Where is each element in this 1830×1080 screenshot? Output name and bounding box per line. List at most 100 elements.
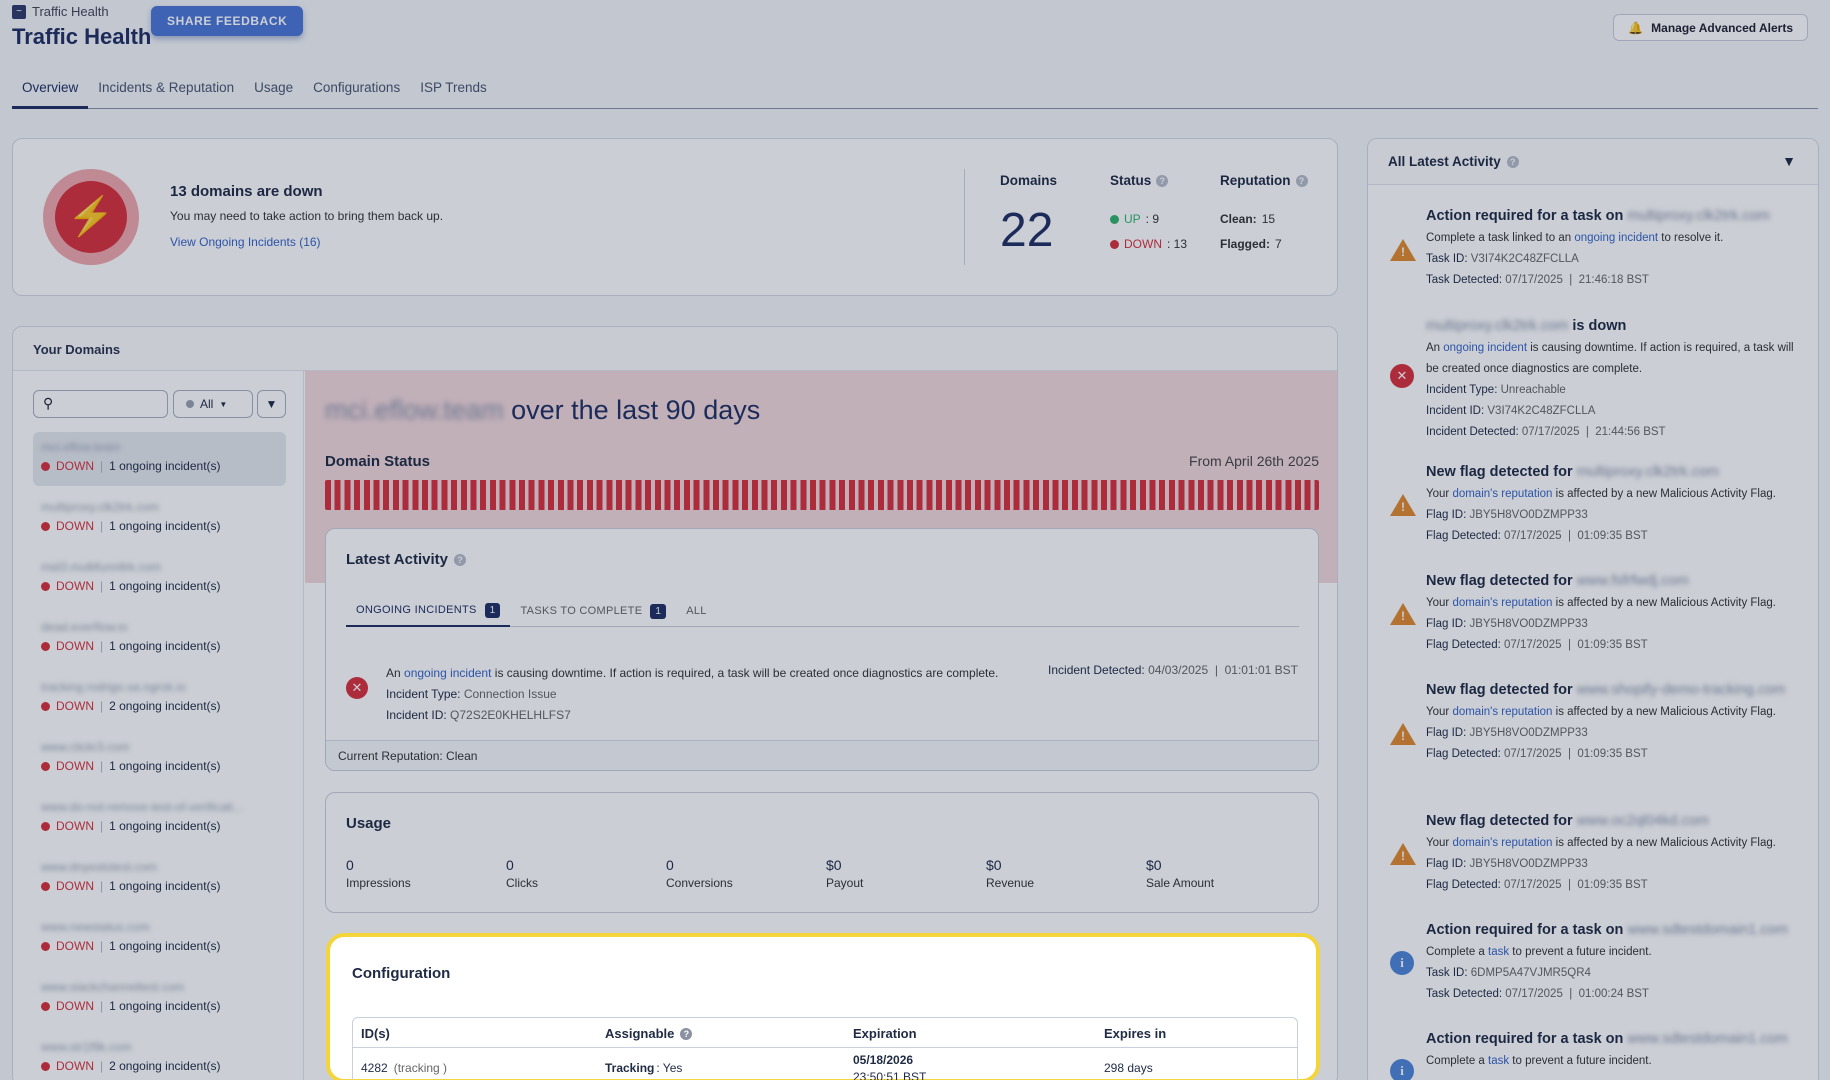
expiration-date: 05/18/2026 bbox=[853, 1053, 914, 1067]
message-link[interactable]: task bbox=[1488, 946, 1510, 958]
domain-name: dead.everflow.io bbox=[41, 620, 128, 634]
ongoing-incident-link[interactable]: ongoing incident bbox=[404, 666, 492, 680]
metric-label: Clicks bbox=[506, 876, 538, 890]
tab-isp-trends[interactable]: ISP Trends bbox=[420, 80, 487, 95]
activity-item: New flag detected for www.shopify-demo-t… bbox=[1426, 679, 1806, 765]
view-incidents-link[interactable]: View Ongoing Incidents (16) bbox=[170, 235, 321, 249]
message-link[interactable]: ongoing incident bbox=[1574, 232, 1659, 244]
activity-item-title[interactable]: New flag detected for www.oc2ql04kd.com bbox=[1426, 810, 1806, 832]
activity-item-title[interactable]: Action required for a task on www.sdtest… bbox=[1426, 1028, 1806, 1050]
domain-list-item[interactable]: www.clickr3.com DOWN | 1 ongoing incident(… bbox=[33, 732, 286, 786]
activity-item: Action required for a task on www.sdtest… bbox=[1426, 1028, 1806, 1072]
summary-title: 13 domains are down bbox=[170, 183, 323, 200]
tab-ongoing-incidents[interactable]: ONGOING INCIDENTS 1 bbox=[346, 595, 511, 627]
tab-all[interactable]: ALL bbox=[676, 595, 716, 627]
separator: | bbox=[100, 519, 104, 533]
meta-value: 07/17/2025 | 01:00:24 BST bbox=[1505, 988, 1649, 1000]
summary-subtitle: You may need to take action to bring the… bbox=[170, 209, 444, 223]
reputation-clean: Clean: 15 bbox=[1220, 212, 1275, 226]
domain-list-item[interactable]: www.slackchanneltest.com DOWN | 1 ongoing … bbox=[33, 972, 286, 1026]
help-icon[interactable]: ? bbox=[1156, 174, 1169, 187]
domains-label: Domains bbox=[1000, 173, 1058, 188]
chevron-down-icon: ▼ bbox=[219, 399, 228, 409]
activity-item: New flag detected for www.oc2ql04kd.com … bbox=[1426, 810, 1806, 896]
meta-label: Incident Type: bbox=[1426, 384, 1498, 396]
message-link[interactable]: ongoing incident bbox=[1443, 342, 1528, 354]
usage-payout: $0 Payout bbox=[826, 857, 863, 890]
domain-name: www.dnyestotest.com bbox=[41, 860, 158, 874]
help-icon[interactable]: ? bbox=[1295, 174, 1308, 187]
domain-name: multiproxy.clk2trk.com bbox=[41, 500, 159, 514]
incident-details: An ongoing incident is causing downtime.… bbox=[386, 663, 998, 726]
tab-incidents-reputation[interactable]: Incidents & Reputation bbox=[98, 80, 235, 95]
separator: | bbox=[100, 759, 104, 773]
message-pre: Your bbox=[1426, 597, 1453, 609]
message-link[interactable]: domain's reputation bbox=[1452, 488, 1553, 500]
tab-usage[interactable]: Usage bbox=[254, 80, 294, 95]
domain-status-row: DOWN | 2 ongoing incident(s) bbox=[41, 1059, 278, 1073]
count-badge: 1 bbox=[650, 603, 667, 619]
tab-tasks-to-complete[interactable]: TASKS TO COMPLETE 1 bbox=[510, 595, 676, 627]
domain-list-item[interactable]: dead.everflow.io DOWN | 1 ongoing incident… bbox=[33, 612, 286, 666]
column-expiration: Expiration bbox=[853, 1026, 917, 1041]
meta-label: Task Detected: bbox=[1426, 988, 1503, 1000]
domain-status: DOWN bbox=[56, 579, 94, 593]
domain-status-row: DOWN | 1 ongoing incident(s) bbox=[41, 879, 278, 893]
status-filter-select[interactable]: All ▼ bbox=[173, 390, 253, 418]
domain-list-item[interactable]: multiproxy.clk2trk.com DOWN | 1 ongoing in… bbox=[33, 492, 286, 546]
down-label: DOWN bbox=[1124, 237, 1162, 251]
domain-name: tracking.rodrigo.sa.ngrok.io bbox=[41, 680, 186, 694]
domain-incidents: 1 ongoing incident(s) bbox=[109, 759, 221, 773]
activity-filter-icon[interactable]: ▼ bbox=[1782, 153, 1796, 169]
domain-list-item[interactable]: mci.eflow.team DOWN | 1 ongoing incident(s… bbox=[33, 432, 286, 486]
message-link[interactable]: task bbox=[1488, 1055, 1510, 1067]
meta-label: Task ID: bbox=[1426, 967, 1468, 979]
activity-item-title[interactable]: New flag detected for multiproxy.clk2trk… bbox=[1426, 461, 1806, 483]
domain-list-item[interactable]: www.do-not-remove-test-of-verificati... … bbox=[33, 792, 286, 846]
activity-item-message: Your domain's reputation is affected by … bbox=[1426, 593, 1806, 614]
tab-overview[interactable]: Overview bbox=[12, 76, 89, 109]
help-icon[interactable]: ? bbox=[453, 553, 466, 566]
message-link[interactable]: domain's reputation bbox=[1452, 706, 1553, 718]
activity-item-title[interactable]: Action required for a task on multiproxy… bbox=[1426, 205, 1806, 227]
activity-item-title[interactable]: multiproxy.clk2trk.com is down bbox=[1426, 315, 1806, 337]
domain-list-item[interactable]: mid3.multifunnltrk.com DOWN | 1 ongoing in… bbox=[33, 552, 286, 606]
message-link[interactable]: domain's reputation bbox=[1452, 837, 1553, 849]
message-post: is affected by a new Malicious Activity … bbox=[1552, 597, 1776, 609]
usage-clicks: 0 Clicks bbox=[506, 857, 538, 890]
domain-incidents: 1 ongoing incident(s) bbox=[109, 999, 221, 1013]
activity-item-title[interactable]: New flag detected for www.shopify-demo-t… bbox=[1426, 679, 1806, 701]
domain-list-item[interactable]: www.dnyestotest.com DOWN | 1 ongoing incid… bbox=[33, 852, 286, 906]
help-icon[interactable]: ? bbox=[1506, 155, 1519, 168]
domain-status-row: DOWN | 1 ongoing incident(s) bbox=[41, 459, 278, 473]
warning-icon: ! bbox=[1390, 603, 1416, 627]
filter-button[interactable]: ▼ bbox=[257, 390, 286, 418]
meta-value: 07/17/2025 | 01:09:35 BST bbox=[1504, 748, 1648, 760]
activity-item-meta: Task ID: V3I74K2C48ZFCLLA bbox=[1426, 249, 1806, 270]
down-dot-icon bbox=[41, 941, 50, 951]
divider bbox=[964, 169, 965, 265]
domain-list-item[interactable]: tracking.rodrigo.sa.ngrok.io DOWN | 2 ongo… bbox=[33, 672, 286, 726]
activity-item-meta: Task Detected: 07/17/2025 | 01:00:24 BST bbox=[1426, 984, 1806, 1005]
usage-revenue: $0 Revenue bbox=[986, 857, 1034, 890]
domain-list-item[interactable]: www.newstatus.com DOWN | 1 ongoing inciden… bbox=[33, 912, 286, 966]
share-feedback-button[interactable]: SHARE FEEDBACK bbox=[151, 6, 304, 36]
message-post: is causing downtime. If action is requir… bbox=[1426, 342, 1794, 375]
incident-pre: An bbox=[386, 666, 401, 680]
message-link[interactable]: domain's reputation bbox=[1452, 597, 1553, 609]
info-icon: i bbox=[1390, 951, 1414, 975]
down-dot-icon bbox=[41, 461, 50, 471]
activity-item-meta: Incident Detected: 07/17/2025 | 21:44:56… bbox=[1426, 422, 1806, 443]
tab-configurations[interactable]: Configurations bbox=[313, 80, 401, 95]
domain-search-input[interactable]: ⚲ bbox=[33, 390, 168, 418]
help-icon[interactable]: ? bbox=[680, 1027, 693, 1040]
manage-alerts-button[interactable]: 🔔 Manage Advanced Alerts bbox=[1613, 14, 1808, 41]
title-text: New flag detected for bbox=[1426, 813, 1577, 829]
activity-item-meta: Flag ID: JBY5H8VO0DZMPP33 bbox=[1426, 723, 1806, 744]
title-text: New flag detected for bbox=[1426, 573, 1577, 589]
activity-item-title[interactable]: Action required for a task on www.sdtest… bbox=[1426, 919, 1806, 941]
warning-icon: ! bbox=[1390, 843, 1416, 867]
domain-list-item[interactable]: www.str1f9k.com DOWN | 2 ongoing incident(… bbox=[33, 1032, 286, 1080]
cell-expiration: 05/18/2026 23:50:51 BST bbox=[853, 1052, 926, 1080]
activity-item-title[interactable]: New flag detected for www.fsfrfwdj.com bbox=[1426, 570, 1806, 592]
